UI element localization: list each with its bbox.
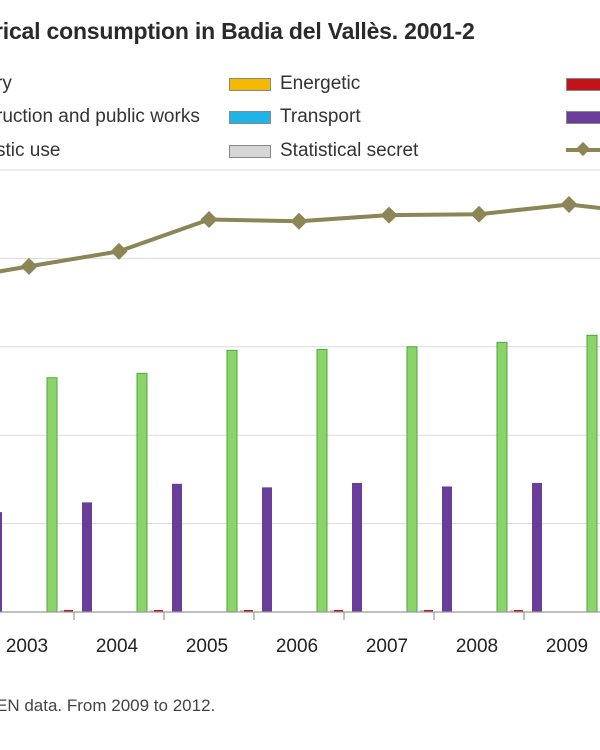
x-tick-label-2006: 2006 [276,636,318,657]
source-note: EN data. From 2009 to 2012. [0,696,216,715]
bar-minor-2008 [424,610,433,612]
legend-label-domestic: stic use [0,140,61,161]
legend-label-construction: ruction and public works [0,106,200,127]
x-axis: 2003 2004 2005 2006 2007 2008 2009 [0,611,600,657]
total-point-2004 [110,242,128,260]
chart-title: rical consumption in Badia del Vallès. 2… [0,18,475,44]
bar-domestic-2009 [586,334,598,613]
bar-construction-2005 [172,483,182,612]
bar-construction-2003 [0,512,2,612]
bar-minor-2004 [64,610,73,612]
bar-construction-2008 [442,486,452,612]
legend-label-statistical-secret: Statistical secret [280,140,419,161]
bar-minor-2005 [154,610,163,612]
bar-construction-2004 [82,502,92,612]
total-point-2009 [560,195,578,213]
bars [0,334,598,613]
total-line [0,195,600,275]
legend-label-energetic: Energetic [280,73,361,94]
bar-domestic-2006 [316,348,328,613]
chart-plot: 2003 2004 2005 2006 2007 2008 2009 [0,169,600,657]
x-tick-label-2005: 2005 [186,636,228,657]
legend-label-industry: ry [0,73,12,94]
x-tick-label-2004: 2004 [96,636,139,657]
bar-domestic-2005 [226,349,238,613]
bar-minor-2007 [334,610,343,612]
legend-swatch-statistical-secret [229,145,271,158]
legend-swatch-red [566,78,600,91]
bar-domestic-2008 [496,341,508,613]
x-tick-label-2009: 2009 [546,636,588,657]
x-tick-label-2008: 2008 [456,636,498,657]
total-point-2008 [470,205,488,223]
bar-construction-2006 [262,487,272,612]
total-point-2003 [20,257,38,275]
x-tick-label-2003: 2003 [6,636,48,657]
bar-domestic-2007 [406,346,418,613]
legend-label-transport: Transport [280,106,361,127]
bar-domestic-2003 [46,377,58,613]
legend-swatch-energetic [229,78,271,91]
bar-minor-2006 [244,610,253,612]
bar-construction-2009 [532,482,542,612]
legend-swatch-purple [566,111,600,124]
total-point-2007 [380,206,398,224]
bar-domestic-2004 [136,372,148,613]
bar-construction-2007 [352,482,362,612]
legend-line-total [566,141,600,157]
total-point-2006 [290,212,308,230]
x-tick-label-2007: 2007 [366,636,408,657]
legend-swatch-transport [229,111,271,124]
total-point-2005 [200,211,218,228]
bar-minor-2009 [514,610,523,612]
